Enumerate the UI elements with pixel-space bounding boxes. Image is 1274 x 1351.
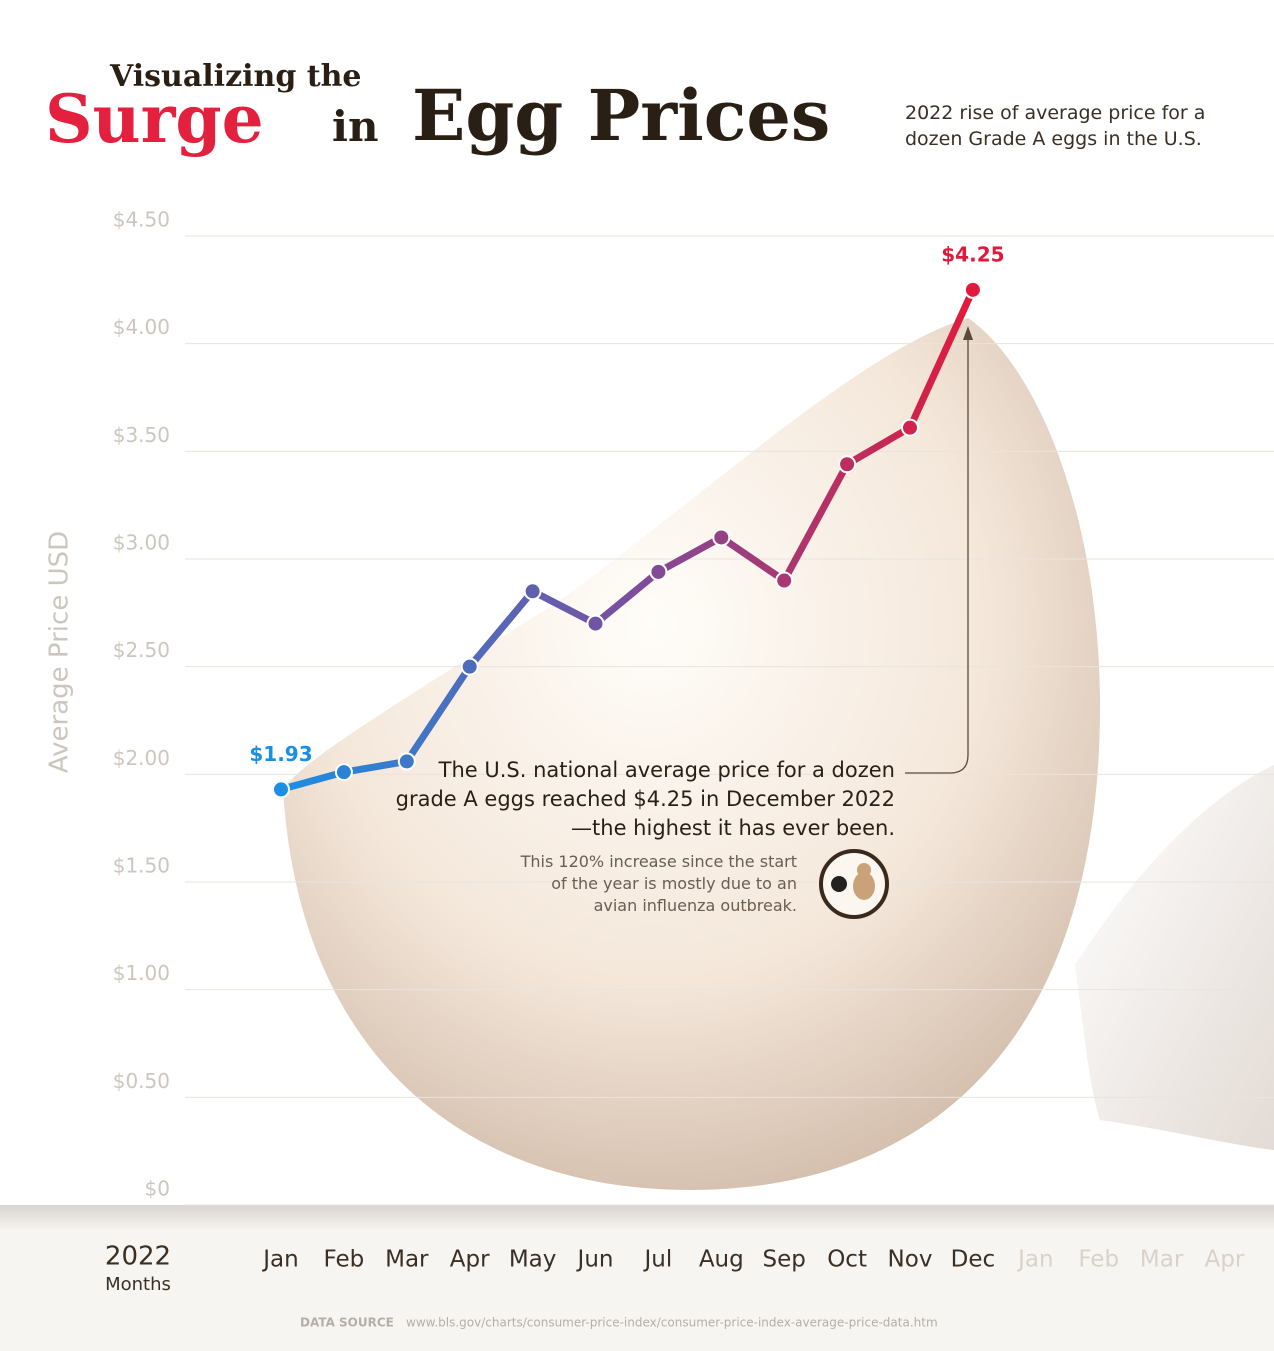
x-axis-label: Months (105, 1274, 171, 1295)
x-tick-label: Jun (576, 1247, 614, 1273)
point (334, 763, 353, 782)
virus (831, 876, 847, 892)
source-label: DATA SOURCE (300, 1316, 394, 1330)
title-main: Egg Prices (412, 74, 830, 157)
annotation: The U.S. national average price for a do… (395, 758, 895, 840)
x-tick-label: Mar (385, 1247, 429, 1273)
bird-head (857, 863, 871, 877)
plot: $0 $0.50 $1.00 $1.50 $2.00 $2.50 $3.00 $3.50 $4.… (113, 208, 1274, 1206)
point (649, 562, 668, 581)
egg-shell (1075, 765, 1274, 1150)
y-tick-label: $0 (145, 1177, 170, 1201)
x-tick-label: Apr (1205, 1247, 1245, 1273)
y-tick-label: $4.00 (113, 315, 170, 339)
point (586, 614, 605, 633)
point (901, 418, 919, 437)
title-joiner: in (332, 102, 379, 151)
y-tick-label: $0.50 (113, 1069, 170, 1093)
x-tick-label: Mar (1140, 1247, 1184, 1273)
y-tick-label: $3.50 (113, 423, 170, 447)
point (460, 657, 479, 676)
point (523, 582, 542, 601)
axis-band-shadow (0, 1205, 1274, 1231)
value-label: $4.25 (941, 242, 1004, 266)
title-highlight: Surge (45, 80, 264, 158)
x-tick-label: Dec (951, 1247, 996, 1273)
y-tick-label: $1.50 (113, 854, 170, 878)
point (712, 528, 731, 547)
egg (283, 318, 1101, 1190)
arrow-head (963, 326, 973, 340)
bird-body (853, 872, 875, 900)
x-tick-label: Nov (888, 1247, 933, 1273)
x-tick-label: Jan (1016, 1247, 1053, 1273)
y-tick-label: $3.00 (113, 531, 170, 555)
point (397, 752, 416, 771)
annotation-arrow (905, 330, 969, 774)
value-label: $1.93 (249, 742, 312, 766)
x-tick-label: Jul (643, 1247, 673, 1273)
x-tick-label: Feb (1078, 1247, 1119, 1273)
x-tick-label: Apr (450, 1247, 490, 1273)
y-tick-label: $2.00 (113, 746, 170, 770)
x-tick-label: Feb (324, 1247, 365, 1273)
title-lead: Visualizing the (109, 59, 362, 94)
x-tick-label: Sep (763, 1247, 806, 1273)
y-tick-label: $2.50 (113, 638, 170, 662)
y-tick-label: $4.50 (113, 208, 170, 232)
x-tick-label: Jan (261, 1247, 298, 1273)
annotation-note: This 120% increase since the start of th… (520, 852, 797, 915)
subtitle: 2022 rise of average price for a dozen G… (905, 102, 1206, 150)
y-tick-label: $1.00 (113, 961, 170, 985)
x-axis-year: 2022 (105, 1242, 171, 1272)
x-tick-label: Aug (699, 1247, 744, 1273)
point (963, 280, 982, 299)
price-line (277, 286, 977, 793)
x-tick-label: May (509, 1247, 557, 1273)
y-axis-label: Average Price USD (45, 531, 75, 773)
point (272, 780, 290, 799)
point (838, 455, 857, 474)
point (775, 571, 794, 590)
source: www.bls.gov/charts/consumer-price-index/… (406, 1316, 938, 1330)
x-tick-label: Oct (827, 1247, 867, 1273)
